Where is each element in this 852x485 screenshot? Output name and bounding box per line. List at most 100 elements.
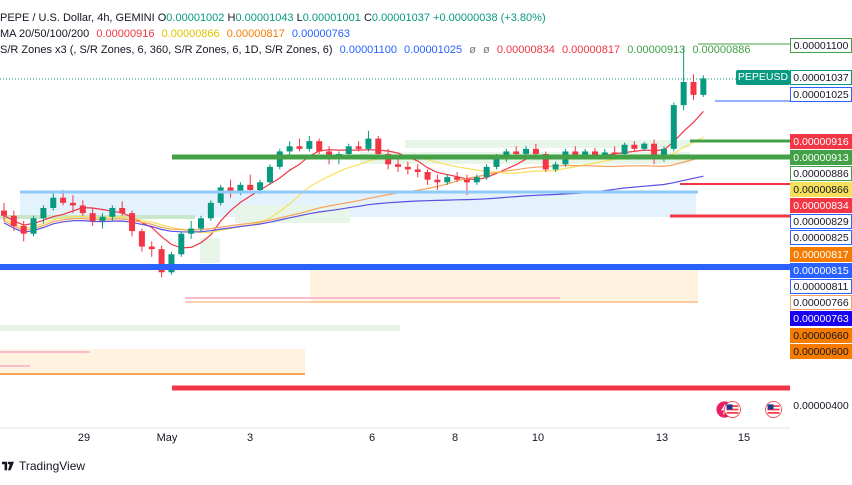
price-axis-label: 0.00001025 xyxy=(790,87,852,102)
candle xyxy=(188,220,195,239)
x-tick-label: 6 xyxy=(368,432,376,444)
legend-sr-value: ø xyxy=(469,44,476,56)
legend-o-label: O xyxy=(157,12,167,24)
price-axis-label: 0.00000825 xyxy=(790,230,852,245)
symbol-tag: PEPEUSD xyxy=(736,70,790,85)
legend-ma20-value: 0.00000916 xyxy=(96,28,155,40)
candle xyxy=(227,179,234,198)
candle-body xyxy=(286,146,293,152)
price-axis-label: 0.00000766 xyxy=(790,295,852,310)
candle xyxy=(316,138,323,154)
candle-body xyxy=(129,213,136,232)
candle xyxy=(404,161,411,175)
legend-sr-label: S/R Zones x3 (, S/R Zones, 6, 360, S/R Z… xyxy=(0,44,333,56)
candle xyxy=(129,210,136,237)
legend-sr-value: 0.00000913 xyxy=(627,44,686,56)
candle-body xyxy=(621,144,628,154)
price-axis-label: 0.00000829 xyxy=(790,214,852,229)
candle-body xyxy=(680,82,687,106)
sr-zone xyxy=(200,238,220,263)
candle-body xyxy=(89,213,96,221)
candle xyxy=(345,143,352,157)
legend-o-value: 0.00001002 xyxy=(166,12,225,24)
sr-zone xyxy=(0,325,400,331)
legend-ma-label: MA 20/50/100/200 xyxy=(0,28,90,40)
sr-level-line xyxy=(680,183,790,185)
sr-zone xyxy=(20,192,696,217)
ma20-line xyxy=(3,110,704,249)
x-tick-label: 13 xyxy=(655,432,669,444)
legend-h-value: 0.00001043 xyxy=(235,12,294,24)
candle-body xyxy=(483,166,490,178)
legend-ohlc: PEPE / U.S. Dollar, 4h, GEMINI O0.000010… xyxy=(0,11,546,25)
candle-body xyxy=(493,156,500,167)
candle xyxy=(454,172,461,183)
candle xyxy=(99,213,106,229)
candle xyxy=(641,142,648,151)
sr-level-line xyxy=(670,214,790,218)
sr-zones xyxy=(0,140,698,375)
price-axis-label: 0.00000916 xyxy=(790,134,852,149)
candle-body xyxy=(109,208,116,217)
candle-body xyxy=(532,148,539,154)
x-tick-label: 10 xyxy=(531,432,545,444)
candle xyxy=(424,169,431,185)
candle xyxy=(532,143,539,157)
sr-zone xyxy=(310,265,698,303)
tradingview-brand[interactable]: TradingView xyxy=(2,459,85,473)
sr-level-line xyxy=(715,100,790,102)
legend-sr-value: 0.00001025 xyxy=(404,44,463,56)
candle xyxy=(483,164,490,180)
candle-body xyxy=(227,187,234,193)
sr-zone xyxy=(0,349,305,375)
candle xyxy=(670,102,677,152)
x-tick-label: May xyxy=(156,432,178,444)
legend-sr-value: ø xyxy=(483,44,490,56)
x-tick-label: 3 xyxy=(246,432,254,444)
candle xyxy=(148,241,155,257)
legend-change: +0.00000038 (+3.80%) xyxy=(433,12,546,24)
candle-body xyxy=(69,202,76,206)
us-flag-event-icon[interactable] xyxy=(724,401,741,418)
ma100-line xyxy=(3,156,704,231)
candle-body xyxy=(552,164,559,170)
candle xyxy=(69,195,76,214)
legend-ma200-value: 0.00000763 xyxy=(291,28,351,40)
legend-symbol: PEPE / U.S. Dollar, 4h, GEMINI xyxy=(0,12,155,24)
candle-body xyxy=(50,197,57,208)
legend-ma50-value: 0.00000866 xyxy=(161,28,220,40)
price-axis-label: 0.00000866 xyxy=(790,182,852,197)
candle-body xyxy=(641,143,648,149)
price-axis-label: 0.00000660 xyxy=(790,328,852,343)
candle xyxy=(651,139,658,165)
candle-body xyxy=(345,146,352,154)
candle-body xyxy=(592,151,598,157)
sr-level-line xyxy=(690,139,790,143)
candle-body xyxy=(660,148,667,160)
candle xyxy=(444,174,451,185)
legend-sr-value: 0.00001100 xyxy=(339,44,397,56)
candle-body xyxy=(188,228,195,234)
candle xyxy=(119,201,126,216)
candle xyxy=(434,174,441,190)
candle xyxy=(198,215,204,233)
candle xyxy=(40,205,47,224)
candle-body xyxy=(690,82,697,95)
candle-body xyxy=(178,233,185,255)
legend-l-value: 0.00001001 xyxy=(302,12,361,24)
candle-body xyxy=(207,202,214,219)
candle xyxy=(20,220,27,242)
candle xyxy=(690,74,697,100)
us-flag-event-icon[interactable] xyxy=(765,401,782,418)
candle-body xyxy=(670,105,677,149)
candle-body xyxy=(79,205,86,214)
price-axis-label: 0.00000815 xyxy=(790,263,852,278)
price-axis-label: 0.00000817 xyxy=(790,247,852,262)
candle-body xyxy=(651,143,658,160)
price-axis-label: 0.00000886 xyxy=(790,166,852,181)
grid xyxy=(0,78,790,429)
price-axis-label: 0.00000811 xyxy=(790,279,852,294)
candle-body xyxy=(355,146,362,149)
candle-body xyxy=(306,141,313,149)
